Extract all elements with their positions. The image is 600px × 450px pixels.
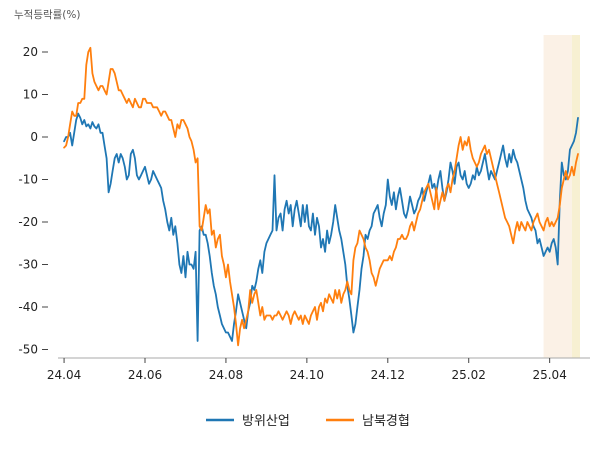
x-tick-label: 24.10 — [290, 368, 324, 382]
legend-label-2: 남북경협 — [362, 414, 410, 429]
y-tick-label: -10 — [18, 173, 38, 187]
x-tick-label: 25.04 — [532, 368, 566, 382]
x-tick-label: 24.04 — [47, 368, 81, 382]
highlight-band-1 — [571, 35, 580, 358]
x-axis: 24.04 24.06 24.08 24.10 24.12 25.02 25.04 — [47, 357, 590, 382]
legend-label-1: 방위산업 — [242, 414, 290, 429]
y-tick-label: -30 — [18, 258, 38, 272]
y-tick-label: 0 — [30, 130, 38, 144]
x-tick-label: 24.08 — [209, 368, 243, 382]
y-axis-title: 누적등락률(%) — [14, 9, 80, 21]
x-tick-label: 25.02 — [452, 368, 486, 382]
y-tick-label: 10 — [23, 88, 38, 102]
y-axis: 20 10 0 -10 -20 -30 -40 -50 — [18, 45, 48, 357]
series-lines — [63, 46, 579, 347]
series-line-2 — [63, 46, 579, 347]
x-tick-label: 24.12 — [371, 368, 405, 382]
x-tick-label: 24.06 — [128, 368, 162, 382]
y-tick-label: -50 — [18, 343, 38, 357]
series-line-1 — [63, 112, 579, 342]
y-tick-label: -40 — [18, 300, 38, 314]
legend: 방위산업 남북경협 — [206, 414, 410, 429]
highlight-bands — [543, 35, 580, 358]
highlight-band-0 — [543, 35, 572, 358]
y-tick-label: 20 — [23, 45, 38, 59]
y-tick-label: -20 — [18, 215, 38, 229]
